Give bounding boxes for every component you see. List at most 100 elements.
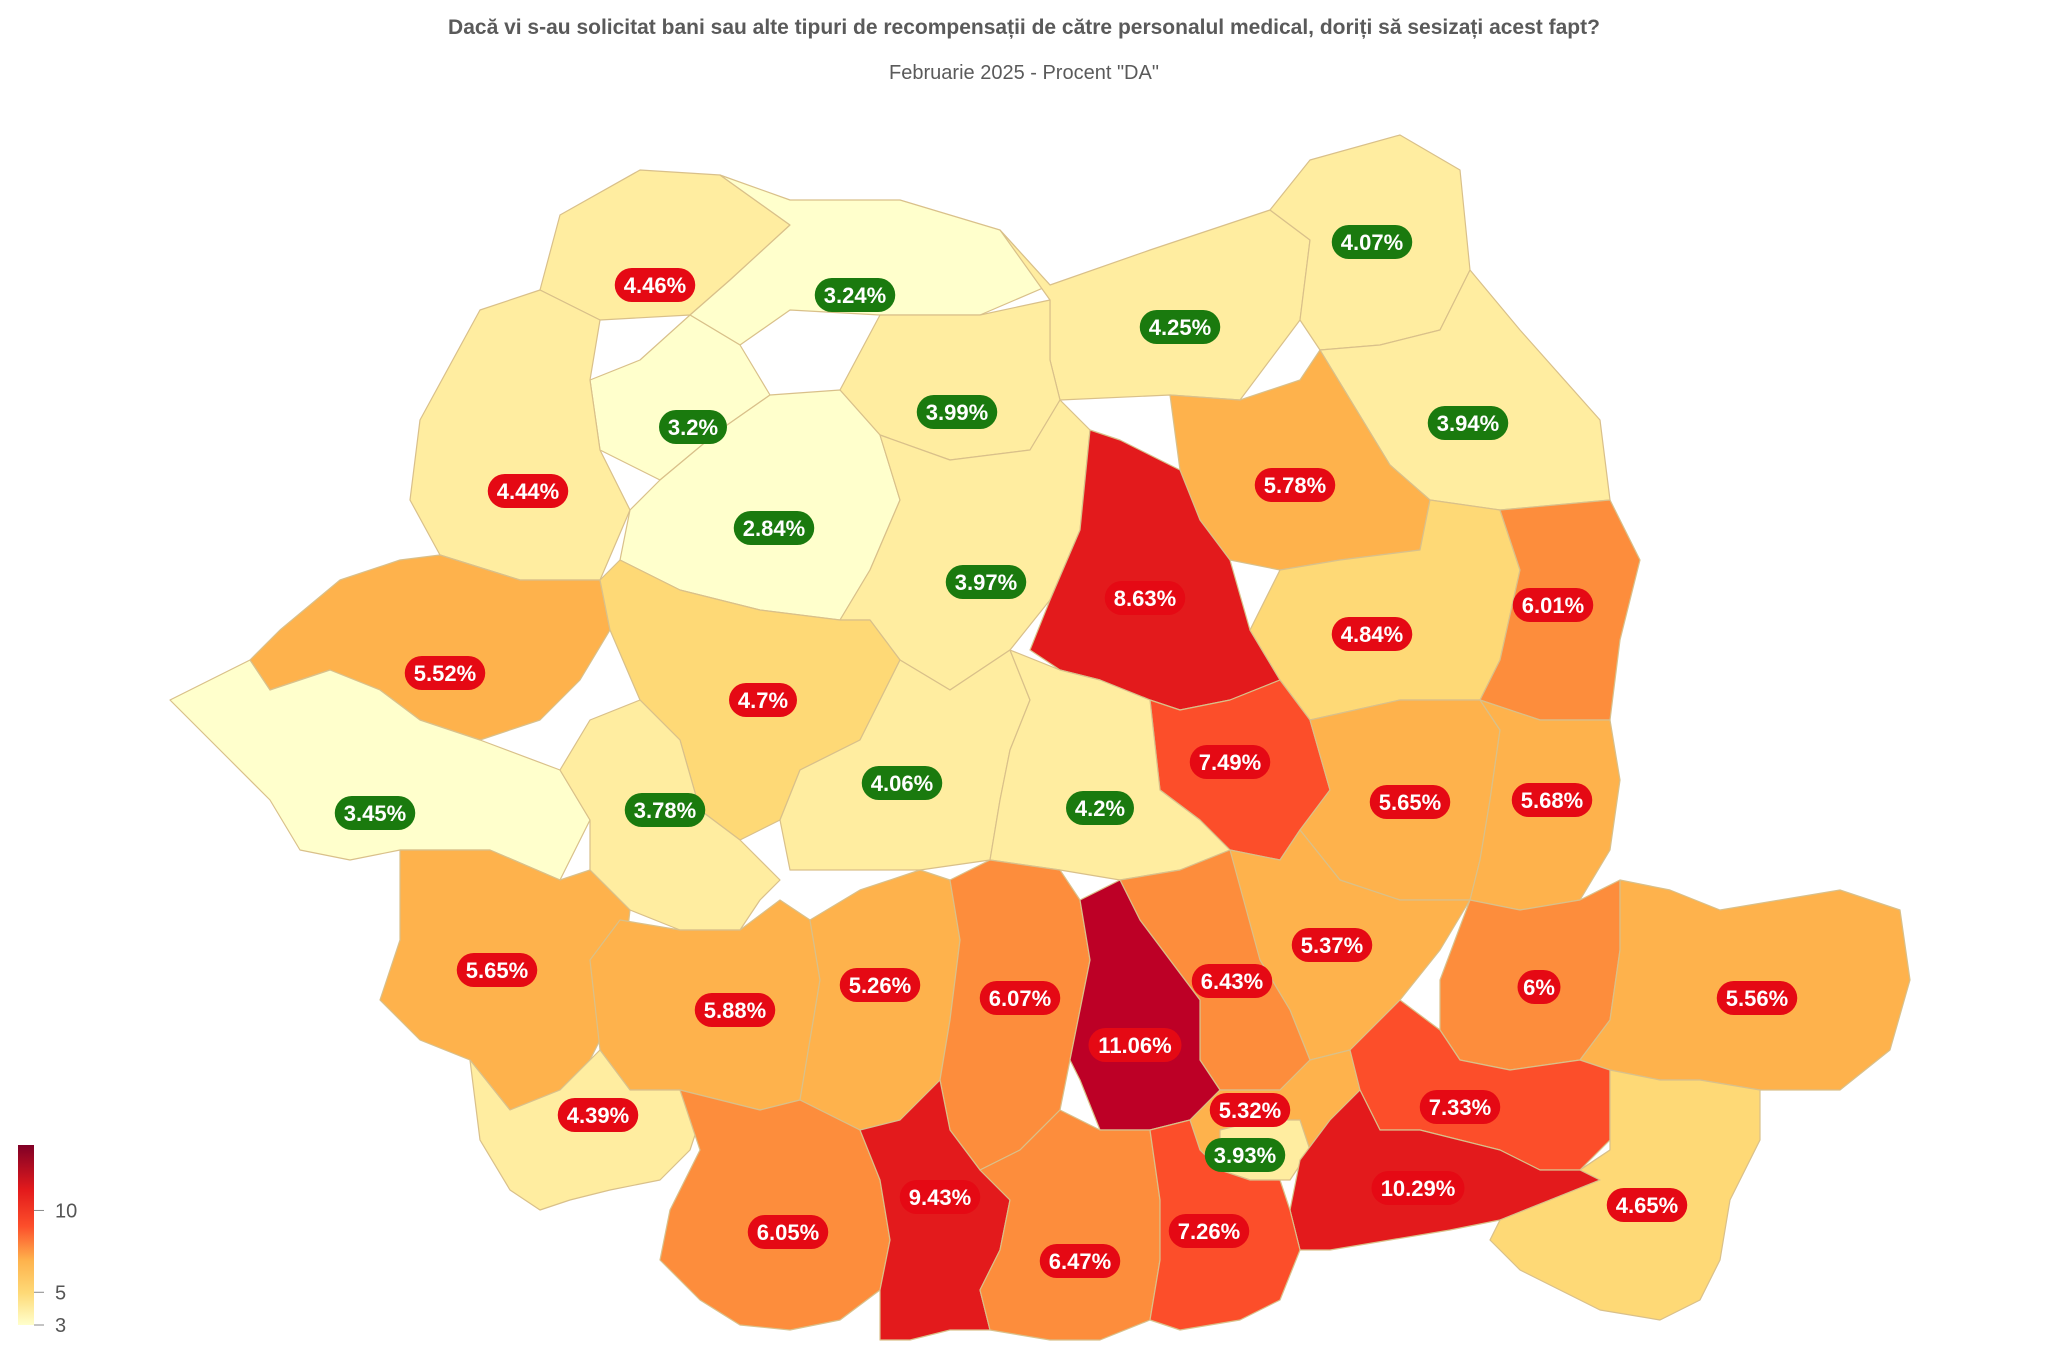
county-label-text: 6% (1523, 975, 1555, 1000)
county-label-pill (1139, 310, 1221, 344)
county-label-text: 4.2% (1075, 796, 1125, 821)
county-label-text: 3.45% (344, 801, 406, 826)
county-bh[interactable] (409, 289, 631, 581)
county-label-pill (1189, 745, 1271, 779)
county-label-pill (839, 968, 921, 1002)
county-label-pill (1371, 1171, 1465, 1205)
county-label-ph: 6.43% (1191, 964, 1273, 998)
legend: 3 5 10 (18, 1145, 77, 1337)
county-label-text: 3.97% (955, 570, 1017, 595)
county-label-ab: 4.7% (729, 683, 797, 717)
county-label-pill (694, 993, 776, 1027)
county-label-text: 9.43% (909, 1185, 971, 1210)
county-label-pill (624, 793, 706, 827)
county-label-dj: 6.05% (747, 1215, 829, 1249)
county-label-bn: 3.99% (916, 395, 998, 429)
county-label-tl: 5.56% (1716, 981, 1798, 1015)
county-label-pill (861, 766, 943, 800)
county-label-pill (1209, 1093, 1291, 1127)
county-label-pill (899, 1180, 981, 1214)
county-label-text: 7.26% (1178, 1219, 1240, 1244)
county-label-text: 4.46% (624, 273, 686, 298)
county-label-mm: 3.24% (814, 278, 896, 312)
county-label-pill (814, 278, 896, 312)
labels-layer: 4.46% 3.24% 4.25% 4.07% 3.2% 3.99% 3.94% 4.44% 2… (334, 225, 1798, 1278)
county-label-vs: 6.01% (1512, 588, 1594, 622)
county-label-pill (733, 511, 815, 545)
county-label-pill (1427, 406, 1509, 440)
county-label-text: 2.84% (743, 516, 805, 541)
county-label-cj: 2.84% (733, 511, 815, 545)
county-label-text: 6.05% (757, 1220, 819, 1245)
county-label-text: 5.68% (1521, 788, 1583, 813)
county-label-pill (916, 395, 998, 429)
county-label-text: 4.65% (1616, 1193, 1678, 1218)
county-label-text: 4.06% (871, 771, 933, 796)
county-label-sm: 4.46% (614, 268, 696, 302)
county-label-hr: 8.63% (1104, 581, 1186, 615)
county-label-mh: 4.39% (557, 1098, 639, 1132)
county-label-text: 6.07% (989, 986, 1051, 1011)
county-label-text: 3.94% (1437, 411, 1499, 436)
county-label-ot: 9.43% (899, 1180, 981, 1214)
regions-layer (169, 134, 1911, 1341)
county-label-text: 3.78% (634, 798, 696, 823)
county-label-text: 3.99% (926, 400, 988, 425)
county-label-text: 5.65% (466, 958, 528, 983)
county-label-pill (1331, 225, 1413, 259)
county-label-pill (747, 1215, 829, 1249)
county-label-pill (1168, 1214, 1250, 1248)
county-label-gl: 6% (1517, 970, 1561, 1004)
county-label-sv: 4.25% (1139, 310, 1221, 344)
county-label-bv: 4.2% (1066, 791, 1134, 825)
county-label-pill (334, 796, 416, 830)
legend-tick-label: 3 (55, 1315, 66, 1337)
county-label-text: 4.84% (1341, 622, 1403, 647)
county-label-pill (979, 981, 1061, 1015)
county-label-pill (1191, 964, 1273, 998)
county-label-text: 5.88% (704, 998, 766, 1023)
county-label-pill (659, 410, 727, 444)
county-label-b: 3.93% (1204, 1138, 1286, 1172)
county-label-pill (1204, 1138, 1286, 1172)
county-label-text: 4.7% (738, 688, 788, 713)
legend-gradient-bar (18, 1145, 34, 1325)
county-label-pill (1104, 581, 1186, 615)
county-label-text: 3.93% (1214, 1143, 1276, 1168)
county-label-vlc: 5.26% (839, 968, 921, 1002)
county-label-nt: 5.78% (1254, 468, 1336, 502)
county-label-pill (945, 565, 1027, 599)
county-label-tr: 6.47% (1039, 1244, 1121, 1278)
county-label-is: 3.94% (1427, 406, 1509, 440)
county-label-il: 10.29% (1371, 1171, 1465, 1205)
county-label-pill (729, 683, 797, 717)
county-label-text: 10.29% (1381, 1176, 1456, 1201)
county-label-text: 4.07% (1341, 230, 1403, 255)
county-label-gr: 7.26% (1168, 1214, 1250, 1248)
county-label-text: 4.25% (1149, 315, 1211, 340)
county-label-tm: 3.45% (334, 796, 416, 830)
county-label-text: 7.33% (1429, 1095, 1491, 1120)
county-label-text: 5.37% (1301, 933, 1363, 958)
county-label-vl: 5.68% (1511, 783, 1593, 817)
county-label-ag: 6.07% (979, 981, 1061, 1015)
county-label-pill (1419, 1090, 1501, 1124)
county-label-pill (1369, 785, 1451, 819)
county-dj[interactable] (659, 1089, 891, 1331)
county-label-bt: 4.07% (1331, 225, 1413, 259)
map-subtitle: Februarie 2025 - Procent "DA" (889, 62, 1159, 84)
county-label-text: 6.47% (1049, 1249, 1111, 1274)
county-label-pill (557, 1098, 639, 1132)
county-label-text: 5.56% (1726, 986, 1788, 1011)
county-label-pill (1039, 1244, 1121, 1278)
county-label-pill (1331, 617, 1413, 651)
county-label-hd: 3.78% (624, 793, 706, 827)
legend-tick-label: 5 (55, 1282, 66, 1304)
county-label-sj: 3.2% (659, 410, 727, 444)
county-label-text: 3.24% (824, 283, 886, 308)
county-label-pill (1716, 981, 1798, 1015)
county-label-text: 11.06% (1098, 1033, 1171, 1058)
county-label-text: 4.44% (497, 479, 559, 504)
county-label-text: 6.01% (1522, 593, 1584, 618)
legend-tick-label: 10 (55, 1200, 77, 1222)
